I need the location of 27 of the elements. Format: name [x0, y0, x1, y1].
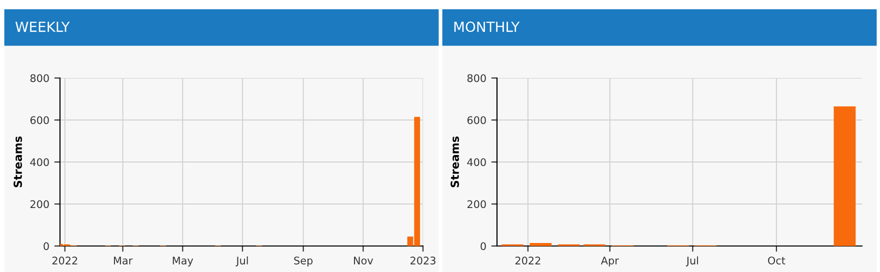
y-tick-label: 800	[30, 74, 49, 82]
y-tick-label: 600	[30, 116, 49, 124]
bar	[834, 106, 856, 246]
y-axis-title: Streams	[14, 136, 22, 188]
x-tick-label: 2023	[410, 256, 436, 264]
x-tick-label: Jul	[236, 256, 248, 266]
x-tick-label: May	[172, 256, 194, 266]
x-tick-label: Mar	[114, 256, 133, 264]
x-tick-label: 2022	[52, 256, 78, 264]
bar	[530, 243, 552, 246]
x-tick-label: Apr	[600, 256, 619, 266]
x-tick-label: Oct	[768, 256, 786, 264]
y-axis-title: Streams	[450, 136, 459, 188]
chart-title: WEEKLY	[15, 22, 70, 32]
x-tick-label: 2022	[515, 256, 540, 264]
y-tick-label: 600	[467, 116, 486, 124]
y-tick-label: 400	[30, 158, 49, 166]
chart-title: MONTHLY	[454, 22, 520, 32]
y-tick-label: 0	[480, 242, 486, 250]
y-tick-label: 400	[467, 158, 486, 166]
x-tick-label: Nov	[354, 256, 374, 264]
y-tick-label: 0	[44, 242, 49, 250]
y-tick-label: 800	[467, 74, 486, 82]
x-tick-label: Sep	[294, 256, 313, 266]
y-tick-label: 200	[467, 200, 486, 208]
y-tick-label: 200	[30, 200, 49, 208]
x-tick-label: Jul	[686, 256, 698, 266]
